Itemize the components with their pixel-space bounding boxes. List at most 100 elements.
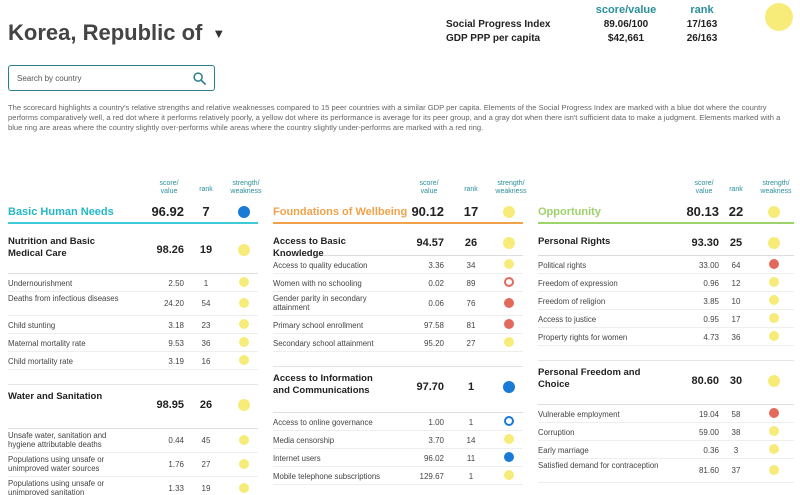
indicator-rank: 10: [731, 297, 741, 306]
indicator-score: 96.02: [423, 454, 444, 463]
indicator-row[interactable]: Deaths from infectious diseases 24.20 54: [8, 292, 258, 316]
indicator-rank: 34: [466, 261, 476, 270]
indicator-name: Corruption: [538, 428, 575, 437]
component-header[interactable]: Access to Information and Communications…: [273, 373, 523, 413]
indicator-row[interactable]: Women with no schooling 0.02 89: [273, 274, 523, 292]
indicator-rank: 76: [466, 299, 476, 308]
dimension-row[interactable]: Foundations of Wellbeing 90.12 17: [273, 200, 523, 224]
component-score: 98.26: [156, 244, 184, 256]
indicator-status-dot: [769, 426, 779, 436]
indicator-row[interactable]: Early marriage 0.36 3: [538, 441, 794, 459]
indicator-rank: 1: [203, 279, 209, 288]
indicator-score: 0.96: [703, 279, 719, 288]
indicator-name: Access to quality education: [273, 261, 368, 270]
summary-label: Social Progress Index: [446, 18, 551, 30]
summary-row: GDP PPP per capita $42,661 26/163: [446, 31, 738, 45]
country-selector[interactable]: Korea, Republic of ▼: [8, 20, 225, 46]
indicator-row[interactable]: Gender parity in secondary attainment 0.0…: [273, 292, 523, 316]
indicator-name: Deaths from infectious diseases: [8, 294, 119, 303]
indicator-score: 19.04: [698, 410, 719, 419]
dimension-column: score/ value rank strength/ weakness Basic …: [8, 180, 262, 495]
indicator-rank: 37: [731, 466, 741, 475]
component-header[interactable]: Personal Freedom and Choice 80.60 30: [538, 367, 794, 405]
component-name: Access to Basic Knowledge: [273, 236, 346, 259]
indicator-row[interactable]: Media censorship 3.70 14: [273, 431, 523, 449]
indicator-status-dot: [239, 435, 249, 445]
component-header[interactable]: Nutrition and Basic Medical Care 98.26 19: [8, 236, 258, 274]
indicator-status-dot: [239, 277, 249, 287]
indicator-status-dot: [769, 313, 779, 323]
indicator-rank: 27: [466, 339, 476, 348]
component-status-dot: [768, 375, 780, 387]
dimension-column: score/ value rank strength/ weakness Opport…: [538, 180, 794, 483]
summary-rank: 17/163: [686, 18, 718, 30]
component-block: Water and Sanitation 98.95 26 Unsafe water,…: [8, 384, 258, 495]
indicator-rank: 14: [466, 436, 476, 445]
strength-weakness-header: strength/ weakness: [230, 180, 262, 195]
component-rank: 26: [199, 399, 213, 411]
indicator-status-dot: [769, 295, 779, 305]
indicator-name: Access to justice: [538, 315, 597, 324]
summary-value: 89.06/100: [603, 18, 649, 30]
indicator-row[interactable]: Satisfied demand for contraception 81.60 3…: [538, 459, 794, 483]
indicator-row[interactable]: Child mortality rate 3.19 16: [8, 352, 258, 370]
indicator-name: Internet users: [273, 454, 321, 463]
indicator-status-dot: [239, 459, 249, 469]
search-box[interactable]: [8, 65, 215, 91]
indicator-rank: 19: [201, 484, 211, 493]
search-input[interactable]: [17, 73, 193, 83]
component-header[interactable]: Access to Basic Knowledge 94.57 26: [273, 236, 523, 259]
indicator-row[interactable]: Child stunting 3.18 23: [8, 316, 258, 334]
indicator-rank: 38: [731, 428, 741, 437]
indicator-row[interactable]: Political rights 33.00 64: [538, 256, 794, 274]
indicator-name: Women with no schooling: [273, 279, 362, 288]
indicator-row[interactable]: Freedom of expression 0.96 12: [538, 274, 794, 292]
indicator-row[interactable]: Maternal mortality rate 9.53 36: [8, 334, 258, 352]
indicator-rank: 11: [466, 454, 476, 463]
indicator-name: Child stunting: [8, 321, 56, 330]
indicator-name: Child mortality rate: [8, 357, 73, 366]
column-headers: score/ value rank strength/ weakness: [538, 180, 794, 200]
indicator-row[interactable]: Undernourishment 2.50 1: [8, 274, 258, 292]
indicator-row[interactable]: Primary school enrollment 97.58 81: [273, 316, 523, 334]
dimension-name: Opportunity: [538, 206, 601, 218]
indicator-score: 59.00: [698, 428, 719, 437]
indicator-row[interactable]: Internet users 96.02 11: [273, 449, 523, 467]
indicator-score: 0.06: [428, 299, 444, 308]
component-header[interactable]: Personal Rights 93.30 25: [538, 236, 794, 256]
search-icon[interactable]: [193, 71, 206, 85]
component-status-dot: [238, 244, 250, 256]
indicator-row[interactable]: Unsafe water, sanitation and hygiene att…: [8, 429, 258, 453]
indicator-status-dot: [769, 331, 779, 341]
indicator-row[interactable]: Populations using unsafe or unimproved s…: [8, 477, 258, 495]
indicator-row[interactable]: Access to justice 0.95 17: [538, 310, 794, 328]
component-score: 94.57: [416, 237, 444, 249]
indicator-row[interactable]: Secondary school attainment 95.20 27: [273, 334, 523, 352]
column-headers: score/ value rank strength/ weakness: [8, 180, 261, 200]
indicator-row[interactable]: Corruption 59.00 38: [538, 423, 794, 441]
component-status-dot: [238, 399, 250, 411]
indicator-status-dot: [239, 319, 249, 329]
indicator-score: 95.20: [423, 339, 444, 348]
indicator-row[interactable]: Access to quality education 3.36 34: [273, 256, 523, 274]
indicator-score: 0.36: [703, 446, 719, 455]
dimension-row[interactable]: Basic Human Needs 96.92 7: [8, 200, 258, 224]
indicator-row[interactable]: Access to online governance 1.00 1: [273, 413, 523, 431]
indicator-score: 3.85: [703, 297, 719, 306]
score-header: score/ value: [159, 180, 179, 195]
component-block: Personal Rights 93.30 25 Political rights 33…: [538, 236, 794, 346]
indicator-status-dot: [504, 416, 514, 426]
indicator-row[interactable]: Freedom of religion 3.85 10: [538, 292, 794, 310]
dimension-status-dot: [768, 206, 780, 218]
caret-down-icon[interactable]: ▼: [212, 25, 226, 41]
dimension-row[interactable]: Opportunity 80.13 22: [538, 200, 794, 224]
indicator-row[interactable]: Mobile telephone subscriptions 129.67 1: [273, 467, 523, 485]
component-header[interactable]: Water and Sanitation 98.95 26: [8, 391, 258, 429]
indicator-score: 33.00: [698, 261, 719, 270]
indicator-rank: 3: [733, 446, 739, 455]
indicator-row[interactable]: Vulnerable employment 19.04 58: [538, 405, 794, 423]
indicator-row[interactable]: Populations using unsafe or unimproved w…: [8, 453, 258, 477]
component-score: 93.30: [691, 237, 719, 249]
dimension-score: 80.13: [686, 204, 719, 219]
indicator-row[interactable]: Property rights for women 4.73 36: [538, 328, 794, 346]
